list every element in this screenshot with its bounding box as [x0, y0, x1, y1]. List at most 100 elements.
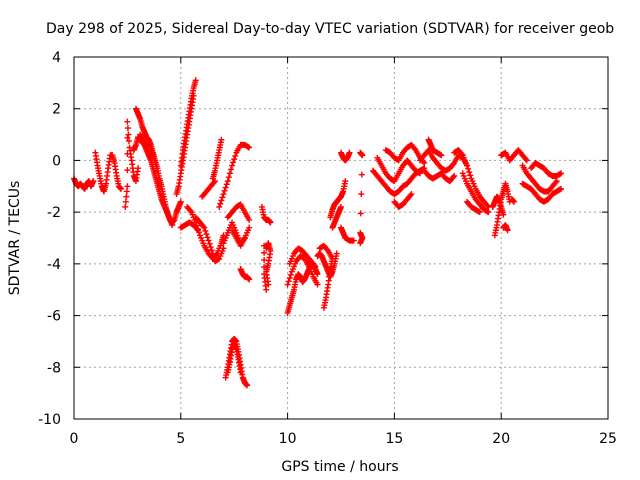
- data-point-marker: [333, 250, 340, 257]
- data-point-marker: [246, 276, 253, 283]
- data-point-marker: [193, 222, 200, 229]
- data-point-marker: [358, 191, 365, 198]
- data-points: [71, 77, 565, 389]
- y-tick-label: -10: [38, 412, 61, 428]
- data-point-marker: [467, 172, 474, 179]
- data-point-marker: [246, 224, 253, 231]
- data-point-marker: [314, 281, 321, 288]
- data-point-marker: [203, 231, 210, 238]
- data-point-marker: [287, 271, 294, 278]
- data-point-marker: [126, 138, 133, 145]
- data-point-marker: [226, 170, 233, 177]
- data-point-marker: [124, 118, 131, 125]
- data-point-marker: [465, 165, 472, 172]
- data-point-marker: [237, 369, 244, 376]
- data-point-marker: [464, 162, 471, 169]
- data-point-marker: [286, 275, 293, 282]
- data-point-marker: [338, 203, 344, 210]
- chart-title: Day 298 of 2025, Sidereal Day-to-day VTE…: [46, 21, 614, 37]
- data-point-marker: [117, 185, 124, 192]
- data-point-marker: [284, 281, 291, 288]
- data-point-marker: [231, 156, 238, 163]
- y-tick-label: 0: [52, 153, 61, 169]
- plot-frame: [73, 56, 609, 420]
- data-point-marker: [224, 178, 231, 185]
- data-point-marker: [207, 244, 214, 251]
- tick-labels: 0 5 10 15 20 25 -10 -8 -6 -4 -2 0 2 4: [38, 50, 617, 447]
- data-point-marker: [216, 203, 223, 210]
- data-point-marker: [450, 174, 457, 181]
- data-point-marker: [324, 246, 331, 253]
- data-point-marker: [504, 227, 511, 234]
- data-point-marker: [206, 240, 213, 247]
- data-point-marker: [220, 245, 227, 252]
- data-point-marker: [122, 203, 129, 210]
- data-point-marker: [222, 184, 229, 191]
- data-point-marker: [124, 167, 131, 174]
- data-point-marker: [407, 192, 414, 199]
- data-point-marker: [357, 210, 364, 217]
- x-tick-label: 0: [70, 431, 79, 447]
- y-tick-label: -4: [47, 257, 61, 273]
- data-point-marker: [177, 198, 184, 205]
- data-point-marker: [523, 157, 530, 164]
- y-tick-label: 4: [52, 50, 61, 66]
- data-point-marker: [124, 125, 131, 132]
- data-point-marker: [350, 237, 357, 244]
- data-point-marker: [150, 152, 157, 159]
- data-point-marker: [312, 263, 319, 270]
- data-point-marker: [202, 227, 209, 234]
- y-tick-label: 2: [52, 102, 61, 118]
- data-point-marker: [522, 156, 529, 163]
- data-point-marker: [357, 240, 364, 247]
- data-point-marker: [511, 198, 518, 205]
- data-point-marker: [342, 178, 349, 185]
- data-point-marker: [187, 207, 194, 214]
- data-point-marker: [411, 145, 418, 152]
- data-point-marker: [218, 136, 225, 143]
- data-point-marker: [421, 160, 428, 167]
- data-point-marker: [201, 224, 208, 231]
- data-point-marker: [311, 262, 318, 269]
- data-point-marker: [261, 242, 268, 249]
- data-point-marker: [230, 159, 237, 166]
- data-point-marker: [190, 92, 197, 99]
- data-point-marker: [123, 188, 130, 195]
- data-point-marker: [484, 202, 491, 209]
- data-point-marker: [221, 187, 228, 194]
- data-point-marker: [125, 131, 132, 138]
- data-point-marker: [210, 179, 217, 186]
- data-point-marker: [204, 234, 211, 241]
- data-point-marker: [194, 225, 201, 232]
- data-point-marker: [220, 191, 227, 198]
- data-point-marker: [244, 382, 251, 389]
- data-point-marker: [558, 170, 565, 177]
- data-point-marker: [261, 249, 268, 256]
- data-point-marker: [246, 144, 253, 151]
- data-point-marker: [246, 216, 253, 223]
- data-point-marker: [451, 172, 458, 179]
- data-point-marker: [225, 174, 232, 181]
- data-point-marker: [466, 169, 473, 176]
- axis-ticks: [73, 56, 609, 420]
- data-point-marker: [124, 134, 131, 141]
- data-point-marker: [217, 200, 224, 207]
- data-point-marker: [485, 209, 492, 216]
- data-point-marker: [329, 255, 336, 262]
- data-point-marker: [314, 271, 321, 278]
- data-point-marker: [122, 198, 129, 205]
- data-point-marker: [552, 179, 559, 186]
- y-axis-label: SDTVAR / TECUs: [7, 181, 23, 296]
- x-tick-label: 20: [492, 431, 510, 447]
- data-point-marker: [417, 170, 424, 177]
- x-tick-label: 10: [279, 431, 297, 447]
- data-point-marker: [232, 152, 239, 159]
- data-point-marker: [219, 194, 226, 201]
- data-point-marker: [90, 178, 97, 185]
- data-point-marker: [458, 150, 465, 157]
- data-point-marker: [438, 152, 445, 159]
- data-point-marker: [169, 222, 176, 229]
- y-tick-label: -6: [47, 309, 61, 325]
